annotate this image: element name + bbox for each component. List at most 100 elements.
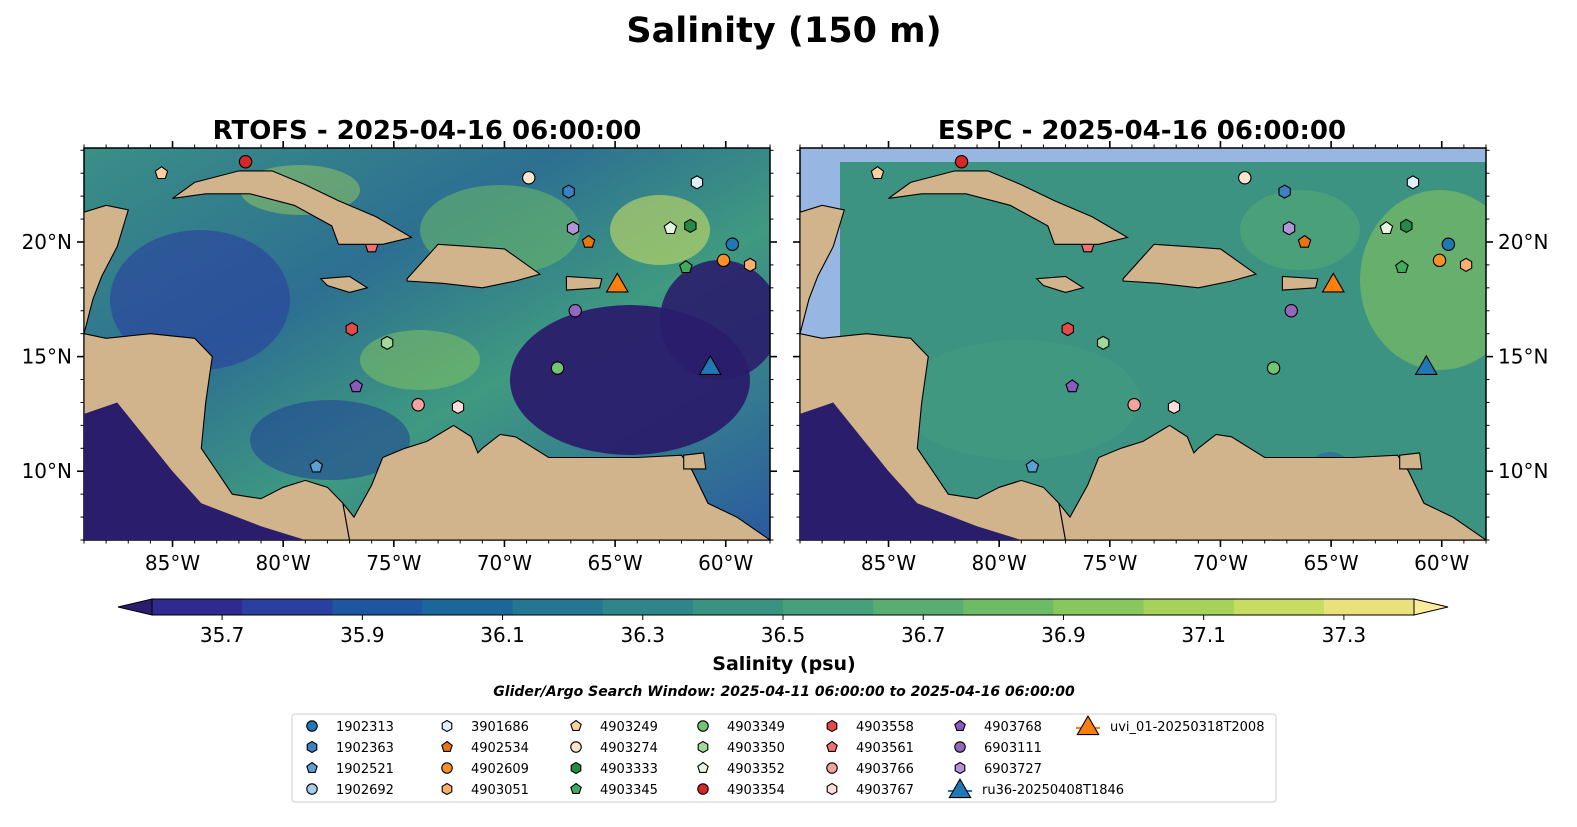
legend-marker-4903558 <box>826 719 838 733</box>
platform-marker-4903352 <box>663 221 678 235</box>
legend-label: 4903766 <box>856 762 914 777</box>
legend-marker-4903350 <box>697 740 709 754</box>
platform-marker-ru36-20250408T1846 <box>1414 354 1438 375</box>
lon-tick-label: 85°W <box>145 551 200 575</box>
platform-marker-4903767 <box>451 399 465 415</box>
legend-label: 4903349 <box>727 720 785 735</box>
legend-marker-6903111 <box>954 741 966 753</box>
lat-tick-label: 15°N <box>22 345 72 369</box>
landmass <box>1122 243 1258 289</box>
platform-marker-1902313 <box>1441 237 1456 252</box>
colorbar-extend-low <box>117 598 153 616</box>
lat-tick-label: 10°N <box>1498 459 1548 483</box>
legend-marker-4903349 <box>697 720 709 732</box>
platform-marker-1902521 <box>1025 459 1040 473</box>
legend-label: 6903111 <box>984 741 1042 756</box>
legend-label: 4903354 <box>727 783 785 798</box>
lon-tick-label: 60°W <box>1414 551 1469 575</box>
legend-marker-4903249 <box>570 719 582 731</box>
platform-marker-4903352 <box>1379 221 1394 235</box>
legend-marker-4903274 <box>570 741 582 753</box>
platform-marker-4903051 <box>1459 257 1473 273</box>
espc-saline-anomaly <box>1240 190 1360 270</box>
platform-marker-4903766 <box>1127 398 1141 412</box>
platform-marker-4902534 <box>1297 234 1312 248</box>
landmass <box>1281 275 1319 291</box>
land-layer <box>84 170 770 540</box>
platform-marker-4903766 <box>411 398 425 412</box>
rtofs-saline-anomaly <box>360 330 480 390</box>
pacific-region <box>800 402 1022 540</box>
legend-marker-1902313 <box>306 720 318 732</box>
colorbar-segment <box>1323 599 1415 615</box>
platform-marker-6903111 <box>568 304 582 318</box>
legend-marker-uvi_01-20250318T2008 <box>1076 715 1100 736</box>
platform-marker-4903349 <box>550 361 565 375</box>
landmass <box>888 170 1129 245</box>
platform-marker-uvi_01-20250318T2008 <box>1321 272 1345 293</box>
legend-label: 4903345 <box>600 783 658 798</box>
colorbar-tick-label: 36.9 <box>1041 623 1086 647</box>
legend-label: ru36-20250408T1846 <box>982 783 1124 798</box>
land-layer <box>800 170 1486 540</box>
legend-label: 4903352 <box>727 762 785 777</box>
platform-marker-4903249 <box>870 166 885 180</box>
colorbar-tick-label: 37.1 <box>1181 623 1226 647</box>
platform-marker-uvi_01-20250318T2008 <box>605 272 629 293</box>
platform-marker-1902521 <box>309 459 324 473</box>
legend-label: 1902313 <box>336 720 394 735</box>
legend-marker-4903333 <box>570 761 582 775</box>
colorbar-segment <box>602 599 694 615</box>
legend-label: 4903561 <box>856 741 914 756</box>
lat-tick-label: 15°N <box>1498 345 1548 369</box>
legend-marker-4903768 <box>954 719 966 731</box>
platform-marker-4903350 <box>1096 335 1110 351</box>
lat-tick-label: 20°N <box>1498 230 1548 254</box>
legend-label: 4902534 <box>471 741 529 756</box>
rtofs-map-panel: RTOFS - 2025-04-16 06:00:00 85°W 80°W 75°W… <box>22 116 777 575</box>
lon-tick-label: 70°W <box>1193 551 1248 575</box>
colorbar-segment <box>963 599 1054 615</box>
platform-marker-4903767 <box>1167 399 1181 415</box>
legend-marker-4903051 <box>441 782 453 796</box>
platform-marker-3901686 <box>690 175 704 190</box>
platform-marker-4903249 <box>154 166 169 180</box>
platform-marker-4902534 <box>581 234 596 248</box>
legend-label: 4903558 <box>856 720 914 735</box>
platform-marker-4902609 <box>1432 253 1447 268</box>
platform-marker-4903558 <box>1061 321 1074 337</box>
salinity-colorbar: 35.7 35.9 36.1 36.3 36.5 36.7 36.9 37.1 37.3 <box>117 598 1449 647</box>
landmass <box>406 243 542 289</box>
colorbar-tick-label: 36.7 <box>901 623 946 647</box>
rtofs-saline-anomaly <box>610 195 710 265</box>
legend-marker-4903767 <box>826 782 838 796</box>
colorbar-segment <box>1233 599 1325 615</box>
espc-no-data-strip <box>800 148 1486 162</box>
colorbar-tick-label: 35.9 <box>340 623 385 647</box>
legend-label: 1902692 <box>336 783 394 798</box>
search-window-note: Glider/Argo Search Window: 2025-04-11 06… <box>493 684 1075 700</box>
legend-label: 4903768 <box>984 720 1042 735</box>
platform-marker-4903350 <box>380 335 394 351</box>
landmass <box>683 452 707 470</box>
figure-title: Salinity (150 m) <box>626 11 941 51</box>
colorbar-segment <box>512 599 604 615</box>
lon-tick-label: 80°W <box>972 551 1027 575</box>
legend-label: 4903274 <box>600 741 658 756</box>
lat-tick-label: 10°N <box>22 459 72 483</box>
platform-marker-6903727 <box>1282 221 1296 236</box>
legend-label: 6903727 <box>984 762 1042 777</box>
landmass <box>1035 275 1085 293</box>
lon-tick-label: 60°W <box>698 551 753 575</box>
legend-marker-4903354 <box>697 783 709 795</box>
legend-marker-4903352 <box>697 761 709 773</box>
landmass <box>1399 452 1423 470</box>
landmass <box>1058 424 1486 540</box>
colorbar-segment <box>692 599 784 615</box>
espc-saline-anomaly <box>900 340 1140 460</box>
platform-marker-4903345 <box>1395 260 1409 274</box>
colorbar-tick-label: 37.3 <box>1322 623 1367 647</box>
legend-label: 4903350 <box>727 741 785 756</box>
landmass <box>319 275 369 293</box>
colorbar-tick-label: 36.5 <box>761 623 806 647</box>
